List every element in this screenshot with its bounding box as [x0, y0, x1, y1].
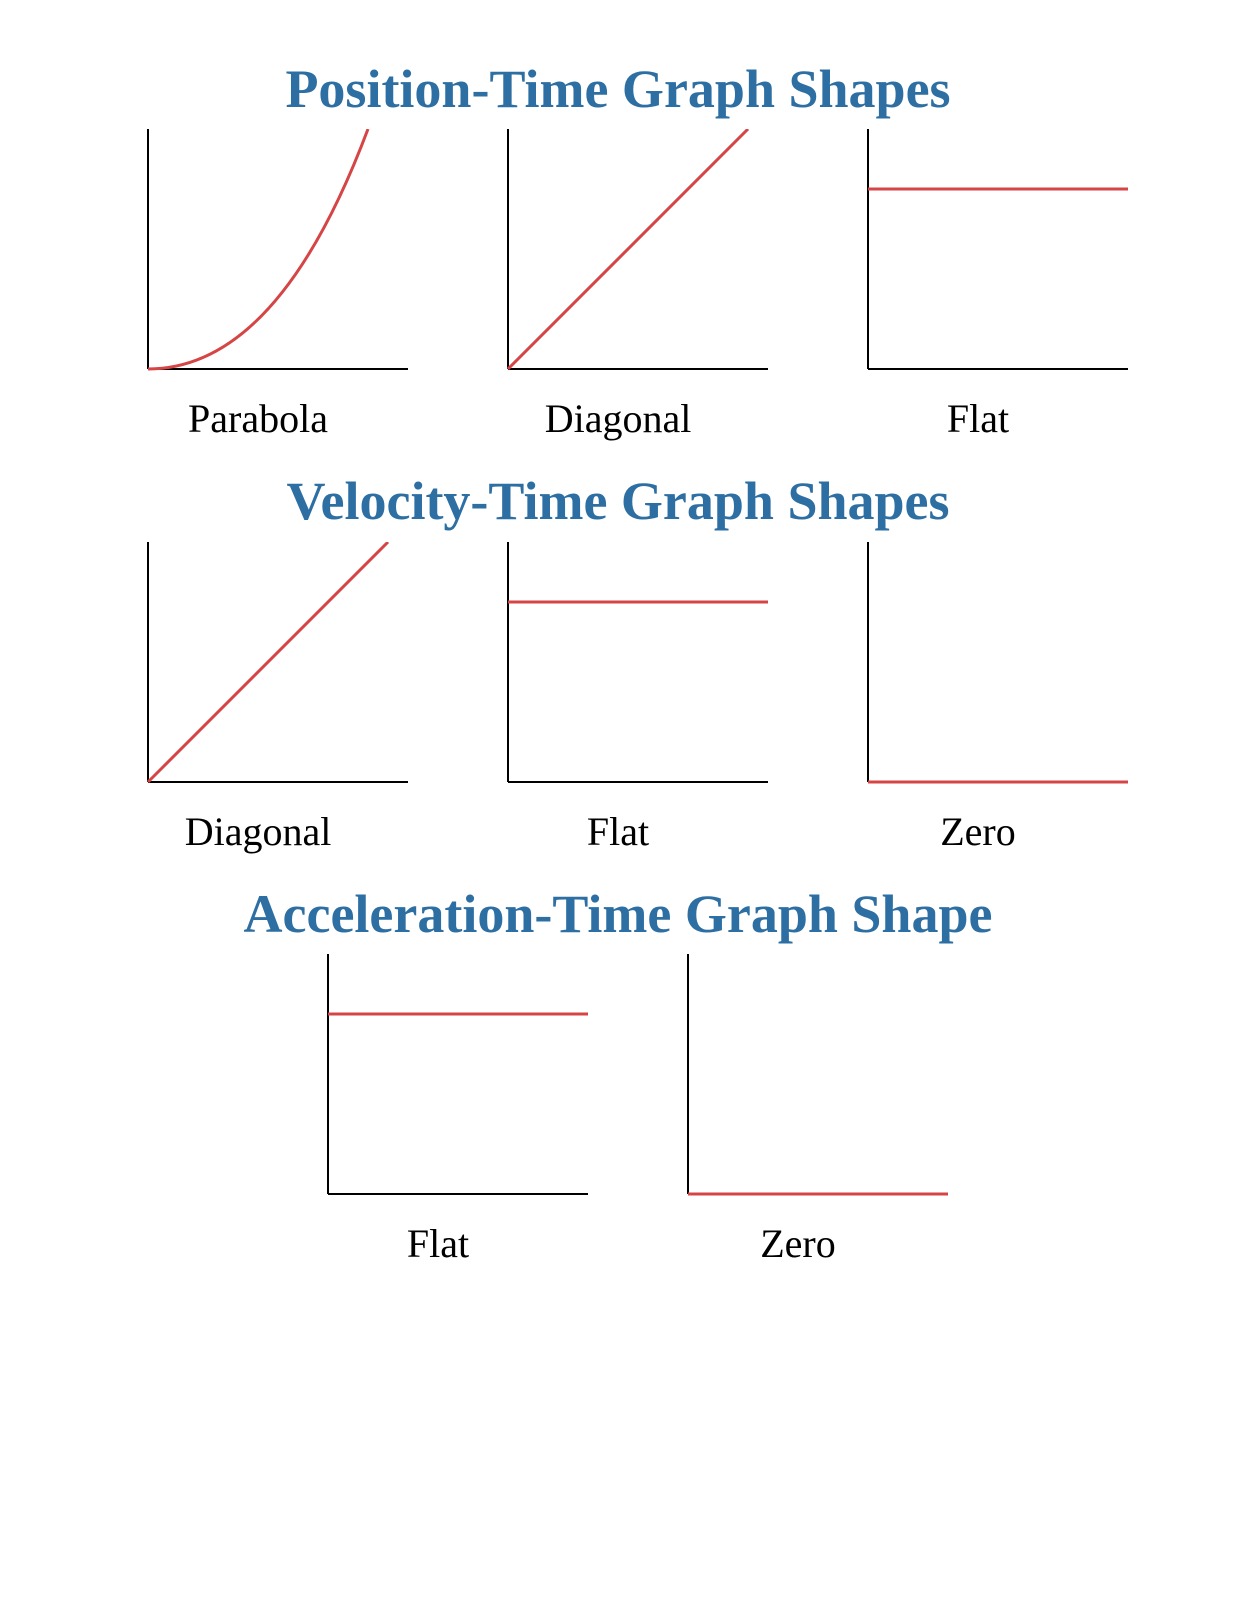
chart-caption: Flat [407, 1220, 469, 1267]
chart-panel-svg [828, 542, 1128, 802]
chart-panel-svg [828, 129, 1128, 389]
curve-diagonal [508, 129, 748, 369]
infographic-page: Position-Time Graph Shapes Parabola Diag… [0, 0, 1236, 1600]
chart-panel: Zero [648, 954, 948, 1267]
chart-caption: Diagonal [185, 808, 332, 855]
section-title: Velocity-Time Graph Shapes [60, 472, 1176, 531]
chart-panel: Parabola [108, 129, 408, 442]
curve-diagonal [148, 542, 388, 782]
chart-row: Parabola Diagonal Flat [60, 129, 1176, 442]
chart-panel-svg [468, 129, 768, 389]
chart-caption: Diagonal [545, 395, 692, 442]
chart-panel: Diagonal [108, 542, 408, 855]
chart-row: Flat Zero [60, 954, 1176, 1267]
curve-parabola [148, 129, 368, 369]
chart-caption: Flat [947, 395, 1009, 442]
chart-panel-svg [288, 954, 588, 1214]
chart-panel-svg [468, 542, 768, 802]
chart-panel-svg [648, 954, 948, 1214]
chart-panel: Flat [288, 954, 588, 1267]
chart-caption: Flat [587, 808, 649, 855]
chart-panel: Flat [468, 542, 768, 855]
chart-caption: Zero [760, 1220, 836, 1267]
chart-panel: Diagonal [468, 129, 768, 442]
chart-row: Diagonal Flat Zero [60, 542, 1176, 855]
chart-caption: Zero [940, 808, 1016, 855]
chart-panel: Flat [828, 129, 1128, 442]
section-title: Acceleration-Time Graph Shape [60, 885, 1176, 944]
chart-caption: Parabola [188, 395, 328, 442]
section-title: Position-Time Graph Shapes [60, 60, 1176, 119]
chart-panel-svg [108, 542, 408, 802]
chart-panel: Zero [828, 542, 1128, 855]
chart-panel-svg [108, 129, 408, 389]
